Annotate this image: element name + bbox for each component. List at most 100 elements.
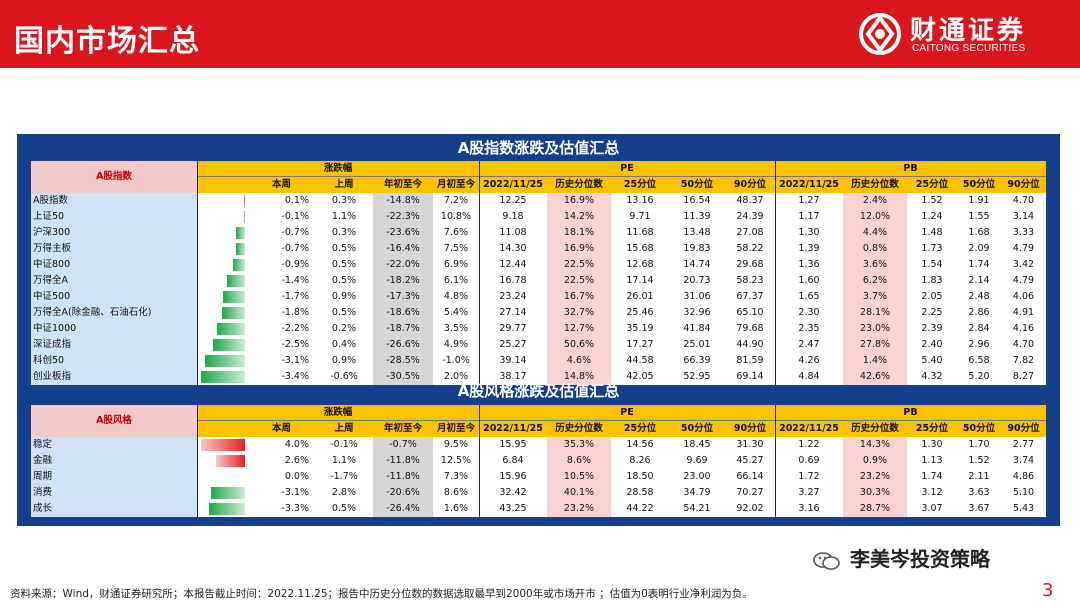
column-header: 50分位 bbox=[957, 421, 1001, 437]
style-table: A股风格 涨跌幅 PE PB 本周 上周 年初至今 月初至今 2022/11/25 历史分位数 25… bbox=[31, 405, 1046, 517]
table-cell: 2.77 bbox=[1012, 439, 1035, 450]
table-cell: 15.68 bbox=[626, 243, 654, 254]
table-cell: 6.58 bbox=[968, 355, 990, 366]
column-header: 月初至今 bbox=[433, 177, 479, 193]
table-cell: 5.4% bbox=[443, 307, 469, 318]
table-cell: 0.9% bbox=[843, 453, 907, 469]
table-cell: 23.0% bbox=[843, 321, 907, 337]
table-cell: 1.27 bbox=[798, 195, 820, 206]
column-header: 本周 bbox=[197, 421, 315, 437]
table-cell: 25.46 bbox=[626, 307, 654, 318]
table-cell: 24.39 bbox=[736, 211, 764, 222]
column-header: 月初至今 bbox=[433, 421, 479, 437]
table-cell: 1.6% bbox=[443, 503, 469, 514]
table-cell: 2.09 bbox=[968, 243, 990, 254]
week-change-bar bbox=[223, 291, 245, 303]
week-change-bar bbox=[235, 243, 245, 255]
table-cell: 1.24 bbox=[921, 211, 943, 222]
table-row: 万得主板 -0.7% 0.5% -16.4% 7.5% 14.30 16.9% 15.68 19… bbox=[31, 241, 1046, 257]
table-cell: -0.6% bbox=[330, 371, 358, 382]
table-cell: -3.3% bbox=[281, 503, 309, 514]
table-cell: 79.68 bbox=[736, 323, 764, 334]
table-cell: 7.5% bbox=[443, 243, 469, 254]
table-cell: 4.91 bbox=[1012, 307, 1035, 318]
pb-group-header: PB bbox=[775, 405, 1046, 421]
table-cell: -18.7% bbox=[373, 321, 433, 337]
table-cell: 58.23 bbox=[736, 275, 764, 286]
table-cell: 0.0% bbox=[284, 471, 309, 482]
table-cell: 0.5% bbox=[331, 275, 357, 286]
table-cell: 42.6% bbox=[843, 369, 907, 385]
table-cell: 10.8% bbox=[440, 211, 472, 222]
table-cell: -2.2% bbox=[281, 323, 309, 334]
column-header: 50分位 bbox=[669, 421, 725, 437]
column-header: 历史分位数 bbox=[843, 177, 907, 193]
table-cell: -2.5% bbox=[281, 339, 309, 350]
table-cell: 1.91 bbox=[968, 195, 990, 206]
table-cell: 5.43 bbox=[1012, 503, 1035, 514]
table-cell: 3.5% bbox=[443, 323, 469, 334]
week-change-bar bbox=[233, 259, 245, 271]
table-cell: -16.4% bbox=[373, 241, 433, 257]
group-divider bbox=[197, 161, 198, 385]
table-cell: 4.70 bbox=[1012, 195, 1035, 206]
column-header: 90分位 bbox=[725, 421, 775, 437]
table-cell: -1.7% bbox=[281, 291, 309, 302]
table-cell: -11.8% bbox=[373, 469, 433, 485]
group-divider bbox=[479, 161, 480, 385]
table-cell: 12.68 bbox=[626, 259, 654, 270]
table-cell: -23.6% bbox=[373, 225, 433, 241]
pe-group-header: PE bbox=[479, 405, 775, 421]
group-divider bbox=[479, 405, 480, 517]
row-name: 深证成指 bbox=[31, 337, 197, 353]
table-cell: 3.16 bbox=[798, 503, 820, 514]
table-cell: 2.6% bbox=[284, 455, 309, 466]
table-cell: 4.79 bbox=[1012, 275, 1035, 286]
table-cell: 52.95 bbox=[683, 371, 711, 382]
wechat-icon bbox=[813, 551, 840, 570]
table-cell: 13.48 bbox=[683, 227, 711, 238]
table-cell: 2.4% bbox=[843, 193, 907, 209]
table-cell: 31.30 bbox=[736, 439, 764, 450]
table-cell: 25.27 bbox=[499, 339, 527, 350]
table-cell: 0.4% bbox=[331, 339, 357, 350]
row-name: 成长 bbox=[31, 501, 197, 517]
table-cell: 2.48 bbox=[968, 291, 990, 302]
table-cell: 28.7% bbox=[843, 501, 907, 517]
table-cell: -26.6% bbox=[373, 337, 433, 353]
table-cell: 19.83 bbox=[683, 243, 711, 254]
table-cell: 22.5% bbox=[547, 273, 611, 289]
table-cell: 4.79 bbox=[1012, 243, 1035, 254]
table-cell: 7.6% bbox=[443, 227, 469, 238]
week-change-bar bbox=[201, 439, 245, 451]
table-cell: 1.60 bbox=[798, 275, 820, 286]
table-cell: 23.24 bbox=[499, 291, 527, 302]
row-name: 科创50 bbox=[31, 353, 197, 369]
table-cell: 1.83 bbox=[921, 275, 943, 286]
table-cell: -11.8% bbox=[373, 453, 433, 469]
table-row: 中证500 -1.7% 0.9% -17.3% 4.8% 23.24 16.7% 26.01 3… bbox=[31, 289, 1046, 305]
table-cell: -0.9% bbox=[281, 259, 309, 270]
table-cell: 92.02 bbox=[736, 503, 764, 514]
table-cell: 2.11 bbox=[968, 471, 990, 482]
table-cell: 2.0% bbox=[443, 371, 469, 382]
table-cell: 4.4% bbox=[843, 225, 907, 241]
table-cell: 12.25 bbox=[499, 195, 527, 206]
column-header: 25分位 bbox=[907, 177, 957, 193]
column-header: 50分位 bbox=[957, 177, 1001, 193]
table-cell: 23.00 bbox=[683, 471, 711, 482]
table-cell: 44.58 bbox=[626, 355, 654, 366]
table-cell: 0.69 bbox=[798, 455, 820, 466]
column-header: 上周 bbox=[315, 177, 373, 193]
column-header: 年初至今 bbox=[373, 421, 433, 437]
column-header: 2022/11/25 bbox=[775, 421, 843, 437]
table-cell: 0.9% bbox=[331, 291, 357, 302]
week-change-bar bbox=[235, 227, 245, 239]
row-name: 沪深300 bbox=[31, 225, 197, 241]
table-row: 消费 -3.1% 2.8% -20.6% 8.6% 32.42 40.1% 28.58 34.7… bbox=[31, 485, 1046, 501]
table-cell: 3.07 bbox=[921, 503, 943, 514]
table-cell: 12.7% bbox=[547, 321, 611, 337]
table-cell: 0.5% bbox=[331, 307, 357, 318]
table-cell: 2.35 bbox=[798, 323, 820, 334]
table-cell: 1.55 bbox=[968, 211, 990, 222]
